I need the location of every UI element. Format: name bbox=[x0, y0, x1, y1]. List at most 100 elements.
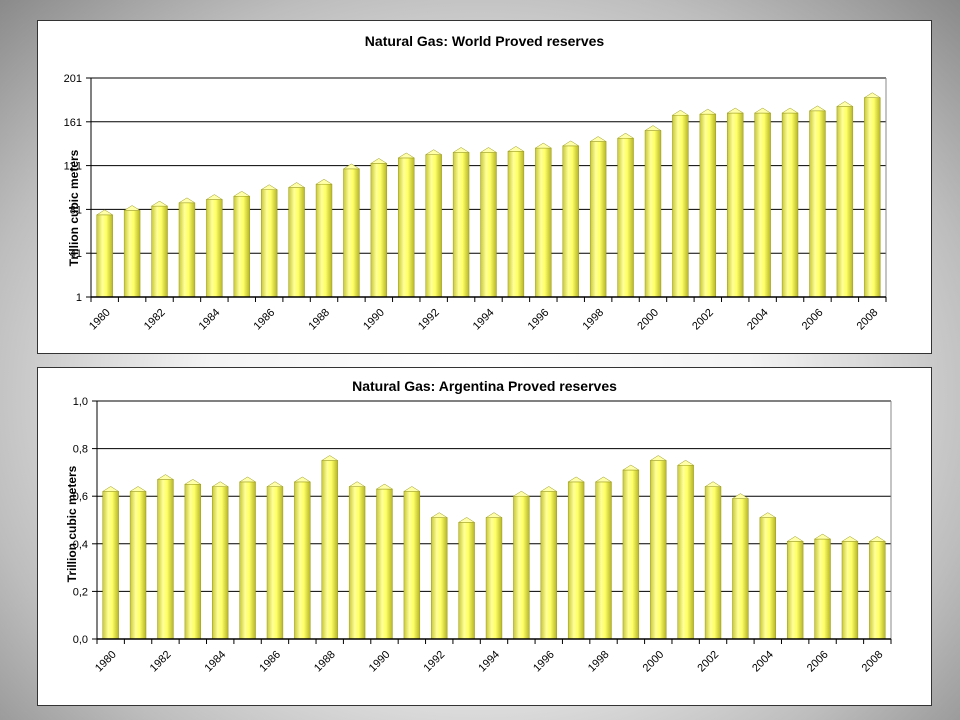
x-tick-label: 1982 bbox=[148, 649, 174, 675]
x-tick-label: 1988 bbox=[312, 649, 338, 675]
x-tick-label: 1998 bbox=[586, 649, 612, 675]
x-tick-label: 1992 bbox=[422, 649, 448, 675]
y-tick-label: 0,0 bbox=[73, 634, 88, 646]
bar bbox=[156, 474, 175, 640]
bar bbox=[616, 132, 635, 298]
x-tick-label: 2006 bbox=[800, 307, 826, 333]
chart-title: Natural Gas: World Proved reserves bbox=[364, 33, 605, 49]
bar bbox=[95, 209, 114, 298]
bar bbox=[403, 486, 421, 640]
bar bbox=[315, 178, 333, 298]
bar bbox=[726, 107, 745, 298]
argentina-reserves-chart-panel: 0,0 0,2 0,4 0,6 0,8 1,0 1980 1982 1984 1986 1988 19… bbox=[37, 367, 932, 706]
bar bbox=[758, 512, 777, 640]
x-tick-label: 1988 bbox=[306, 307, 332, 333]
x-tick-label: 1998 bbox=[580, 307, 606, 333]
x-tick-label: 2002 bbox=[690, 307, 716, 333]
bar bbox=[479, 147, 498, 298]
x-tick-label: 2000 bbox=[641, 649, 667, 675]
bar bbox=[649, 455, 668, 640]
x-tick-label: 2004 bbox=[750, 649, 776, 675]
bar bbox=[808, 105, 827, 298]
x-tick-label: 1980 bbox=[87, 307, 113, 333]
bar bbox=[348, 481, 366, 640]
x-tick-label: 1992 bbox=[416, 307, 442, 333]
bar bbox=[567, 476, 585, 640]
y-tick-label: 0,8 bbox=[73, 444, 88, 456]
y-tick-label: 201 bbox=[64, 73, 82, 85]
bar bbox=[841, 536, 859, 640]
bar bbox=[184, 479, 202, 640]
x-tick-label: 1996 bbox=[526, 307, 552, 333]
bar bbox=[534, 142, 553, 298]
bar bbox=[836, 101, 854, 298]
bar bbox=[644, 125, 662, 298]
bar bbox=[101, 486, 120, 640]
x-tick-label: 1996 bbox=[531, 649, 557, 675]
bar bbox=[320, 455, 339, 640]
bar bbox=[397, 152, 416, 298]
x-tick-label: 1994 bbox=[476, 649, 502, 675]
y-tick-label: 0,4 bbox=[73, 539, 88, 551]
bar bbox=[731, 493, 750, 640]
bar bbox=[698, 108, 717, 298]
x-tick-label: 1980 bbox=[93, 649, 119, 675]
y-tick-label: 1,0 bbox=[73, 396, 88, 408]
world-reserves-chart: 1 41 81 121 161 201 1980 1982 1984 1986 1988 1990 19… bbox=[64, 73, 887, 333]
bar bbox=[704, 481, 722, 640]
bar bbox=[342, 163, 361, 298]
x-tick-label: 1986 bbox=[257, 649, 283, 675]
bar bbox=[781, 107, 799, 298]
bar bbox=[232, 190, 251, 298]
bar bbox=[589, 136, 607, 298]
bar bbox=[676, 459, 695, 640]
bar bbox=[452, 147, 470, 298]
x-tick-label: 1982 bbox=[142, 307, 168, 333]
bar bbox=[375, 483, 394, 640]
bar bbox=[485, 512, 503, 640]
bar bbox=[561, 140, 580, 298]
bar bbox=[211, 481, 230, 640]
y-tick-label: 0,6 bbox=[73, 491, 88, 503]
y-tick-label: 121 bbox=[64, 161, 82, 173]
y-axis-label: Trillion cubic meters bbox=[65, 465, 79, 583]
bar bbox=[594, 476, 613, 640]
x-tick-label: 1990 bbox=[361, 307, 387, 333]
bar bbox=[424, 149, 443, 298]
bar bbox=[539, 486, 558, 640]
bar bbox=[238, 476, 257, 640]
world-reserves-chart-panel: 1 41 81 121 161 201 1980 1982 1984 1986 1988 1990 19… bbox=[37, 20, 932, 354]
bar bbox=[370, 158, 388, 298]
bar bbox=[129, 486, 147, 640]
bar bbox=[150, 200, 169, 298]
bar bbox=[868, 536, 887, 640]
bar bbox=[753, 107, 772, 298]
chart-title: Natural Gas: Argentina Proved reserves bbox=[352, 378, 617, 394]
y-tick-label: 41 bbox=[70, 248, 82, 260]
bar bbox=[293, 476, 312, 640]
x-tick-label: 1990 bbox=[367, 649, 393, 675]
x-tick-label: 2006 bbox=[805, 649, 831, 675]
x-tick-label: 1984 bbox=[203, 649, 229, 675]
bar bbox=[260, 184, 279, 298]
x-tick-label: 2002 bbox=[695, 649, 721, 675]
x-tick-label: 2004 bbox=[745, 307, 771, 333]
x-tick-label: 1994 bbox=[471, 307, 497, 333]
bar bbox=[430, 512, 449, 640]
x-tick-label: 1986 bbox=[252, 307, 278, 333]
x-tick-label: 2000 bbox=[635, 307, 661, 333]
y-tick-label: 81 bbox=[70, 204, 82, 216]
bar bbox=[813, 533, 832, 640]
bar bbox=[178, 197, 196, 298]
y-tick-label: 1 bbox=[76, 292, 82, 304]
bar bbox=[786, 536, 804, 640]
y-tick-label: 0,2 bbox=[73, 586, 88, 598]
bar bbox=[457, 517, 476, 640]
argentina-reserves-chart: 0,0 0,2 0,4 0,6 0,8 1,0 1980 1982 1984 1986 1988 19… bbox=[73, 396, 892, 675]
bar bbox=[123, 205, 141, 298]
bar bbox=[287, 182, 306, 298]
bar bbox=[863, 92, 882, 298]
bar bbox=[622, 464, 640, 640]
bar bbox=[205, 194, 224, 298]
bar bbox=[671, 109, 690, 298]
